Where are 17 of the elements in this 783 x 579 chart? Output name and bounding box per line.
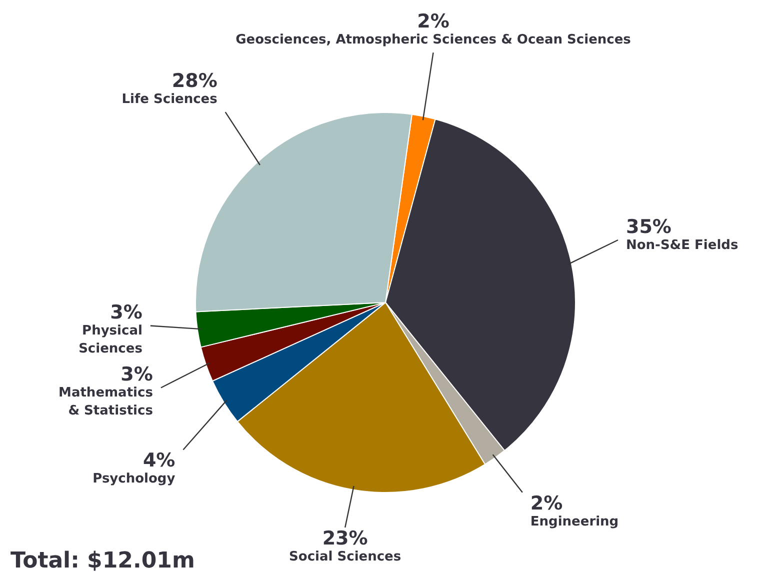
data-label: 4%: [142, 450, 176, 472]
slice-label: Psychology: [92, 472, 176, 487]
data-label: 2%: [530, 492, 563, 514]
slice-label: Social Sciences: [289, 550, 402, 564]
slice-label: Physical Sciences: [78, 324, 143, 357]
data-label: 3%: [110, 302, 142, 324]
data-label: 2%: [417, 10, 450, 33]
slice-label: Life Sciences: [122, 92, 218, 108]
slice-label: Mathematics & Statistics: [58, 386, 154, 419]
data-label: 23%: [322, 528, 368, 550]
data-label: 35%: [626, 216, 672, 238]
slice-label: Geosciences, Atmospheric Sciences & Ocean Sciences: [236, 32, 632, 48]
data-label: 28%: [172, 70, 218, 92]
data-label: 3%: [120, 364, 153, 386]
slice-label: Non-S&E Fields: [626, 238, 738, 253]
slice-label: Engineering: [530, 514, 619, 530]
text: Total: $12.01m: [10, 548, 195, 574]
